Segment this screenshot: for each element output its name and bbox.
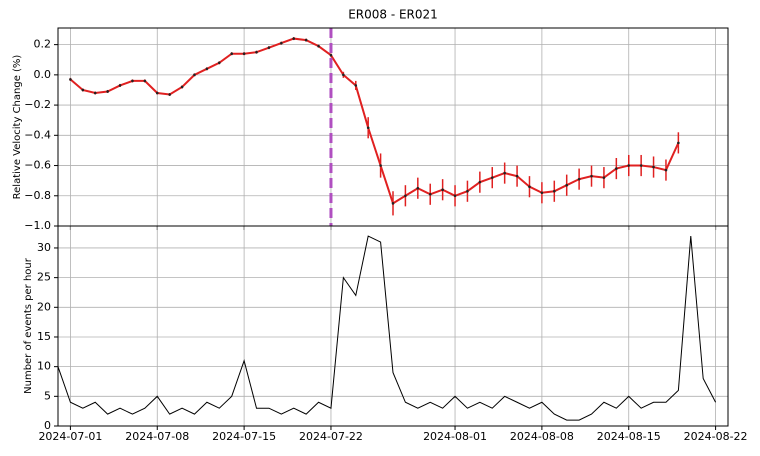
point <box>627 164 631 167</box>
plot-frame <box>57 225 729 427</box>
point <box>590 174 593 178</box>
y-tick-label: 15 <box>37 330 51 343</box>
point <box>280 41 283 45</box>
point <box>466 189 469 193</box>
point <box>118 84 122 87</box>
point <box>366 126 370 130</box>
y-tick-label: 0.2 <box>34 38 52 51</box>
point <box>515 174 519 178</box>
point <box>342 73 345 77</box>
point <box>69 78 72 81</box>
x-tick-label: 2024-08-22 <box>684 430 748 443</box>
y-tick-label: 25 <box>37 271 51 284</box>
point <box>677 141 680 145</box>
y-tick-label: −0.8 <box>24 189 51 202</box>
series-line <box>69 37 680 205</box>
point <box>441 188 444 192</box>
point <box>379 164 382 167</box>
point <box>602 176 606 179</box>
point <box>664 168 668 172</box>
point <box>391 202 395 205</box>
y-tick-label: 10 <box>37 360 51 373</box>
series-line <box>57 235 717 421</box>
point <box>155 91 159 95</box>
point <box>404 194 407 198</box>
point <box>131 79 134 83</box>
point <box>528 185 531 189</box>
point <box>255 50 258 54</box>
y-tick-label: −0.4 <box>24 128 51 141</box>
point <box>565 183 569 187</box>
point <box>329 53 333 57</box>
point <box>317 44 320 48</box>
point <box>93 91 97 95</box>
y-tick-label: −0.2 <box>24 98 51 111</box>
x-tick-label: 2024-07-01 <box>38 430 102 443</box>
y-tick-label: 30 <box>37 241 51 254</box>
point <box>354 84 358 87</box>
point <box>490 176 494 179</box>
point <box>106 90 109 93</box>
point <box>143 79 147 83</box>
point <box>267 46 271 49</box>
point <box>292 37 296 40</box>
point <box>428 192 432 196</box>
point <box>230 52 234 55</box>
y-tick-label: −1.0 <box>24 219 51 232</box>
y-tick-label: 0 <box>44 419 51 432</box>
x-tick-label: 2024-07-22 <box>299 430 363 443</box>
y-tick-label: −0.6 <box>24 159 51 172</box>
y-axis-label: Relative Velocity Change (%) <box>12 55 23 200</box>
point <box>652 165 655 169</box>
point <box>168 93 171 96</box>
point <box>615 167 618 170</box>
y-tick-label: 0.0 <box>34 68 52 81</box>
point <box>193 73 196 77</box>
x-tick-label: 2024-07-15 <box>212 430 276 443</box>
point <box>304 38 308 42</box>
point <box>81 88 85 92</box>
y-tick-label: 5 <box>44 389 51 402</box>
x-tick-label: 2024-08-08 <box>510 430 574 443</box>
x-tick-label: 2024-07-08 <box>125 430 189 443</box>
point <box>180 85 184 89</box>
point <box>577 177 581 181</box>
point <box>639 164 643 167</box>
point <box>540 191 544 195</box>
y-tick-label: 20 <box>37 300 51 313</box>
point <box>205 67 209 71</box>
point <box>478 180 482 184</box>
point <box>453 194 457 198</box>
point <box>552 189 556 193</box>
point <box>416 186 420 190</box>
x-tick-label: 2024-08-15 <box>597 430 661 443</box>
point <box>217 61 221 65</box>
x-tick-label: 2024-08-01 <box>423 430 487 443</box>
point <box>242 52 246 55</box>
chart-title: ER008 - ER021 <box>348 8 438 22</box>
y-axis-label: Number of events per hour <box>23 257 34 394</box>
point <box>503 171 506 175</box>
